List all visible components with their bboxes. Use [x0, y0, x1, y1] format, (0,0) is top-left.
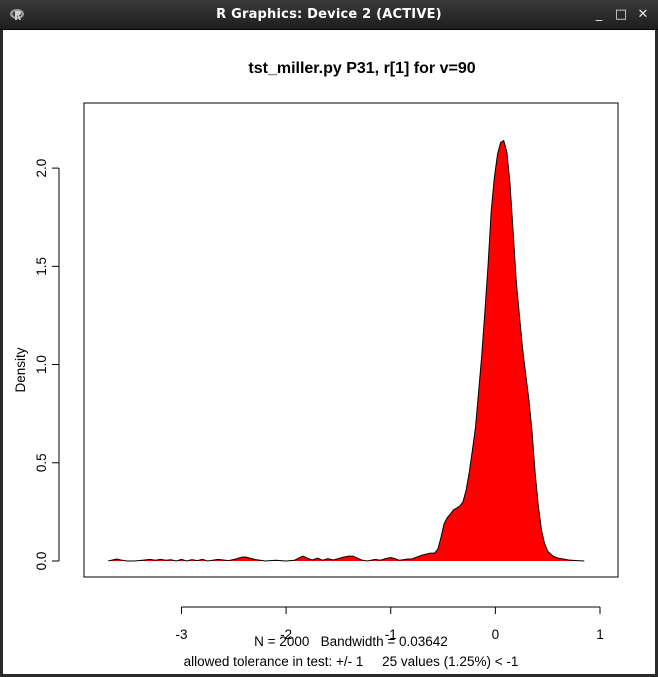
maximize-button[interactable]: □	[614, 7, 628, 22]
chart-subtitle: allowed tolerance in test: +/- 1 25 valu…	[184, 654, 519, 669]
y-axis: 0.0 0.5 1.0 1.5 2.0	[34, 159, 60, 571]
plot-box	[83, 102, 619, 578]
y-tick-label: 2.0	[34, 159, 49, 178]
plot-marks	[108, 139, 585, 562]
density-plot: tst_miller.py P31, r[1] for v=90 -3 -2 -1 0…	[13, 60, 619, 669]
x-tick-label: -3	[175, 627, 187, 642]
window-titlebar[interactable]: R Graphics: Device 2 (ACTIVE) _ □ ✕	[0, 0, 658, 30]
density-area-0	[108, 140, 585, 561]
y-tick-label: 1.5	[34, 257, 49, 276]
x-tick-label: -1	[385, 627, 397, 642]
close-button[interactable]: ✕	[637, 7, 649, 22]
y-axis-label: Density	[13, 347, 28, 392]
x-axis: -3 -2 -1 0 1	[175, 606, 604, 642]
y-tick-label: 0.0	[34, 552, 49, 571]
x-tick-label: -2	[280, 627, 292, 642]
x-tick-label: 1	[596, 627, 604, 642]
density-line-0	[108, 139, 585, 562]
x-tick-label: 0	[492, 627, 500, 642]
x-axis-label: N = 2000 Bandwidth = 0.03642	[254, 634, 448, 649]
r-logo-icon	[10, 9, 24, 20]
y-tick-label: 1.0	[34, 355, 49, 374]
graphics-canvas: tst_miller.py P31, r[1] for v=90 -3 -2 -1 0…	[0, 30, 658, 677]
minimize-button[interactable]: _	[595, 7, 603, 22]
chart-title: tst_miller.py P31, r[1] for v=90	[248, 60, 475, 77]
y-tick-label: 0.5	[34, 453, 49, 472]
window-title: R Graphics: Device 2 (ACTIVE)	[216, 7, 442, 22]
